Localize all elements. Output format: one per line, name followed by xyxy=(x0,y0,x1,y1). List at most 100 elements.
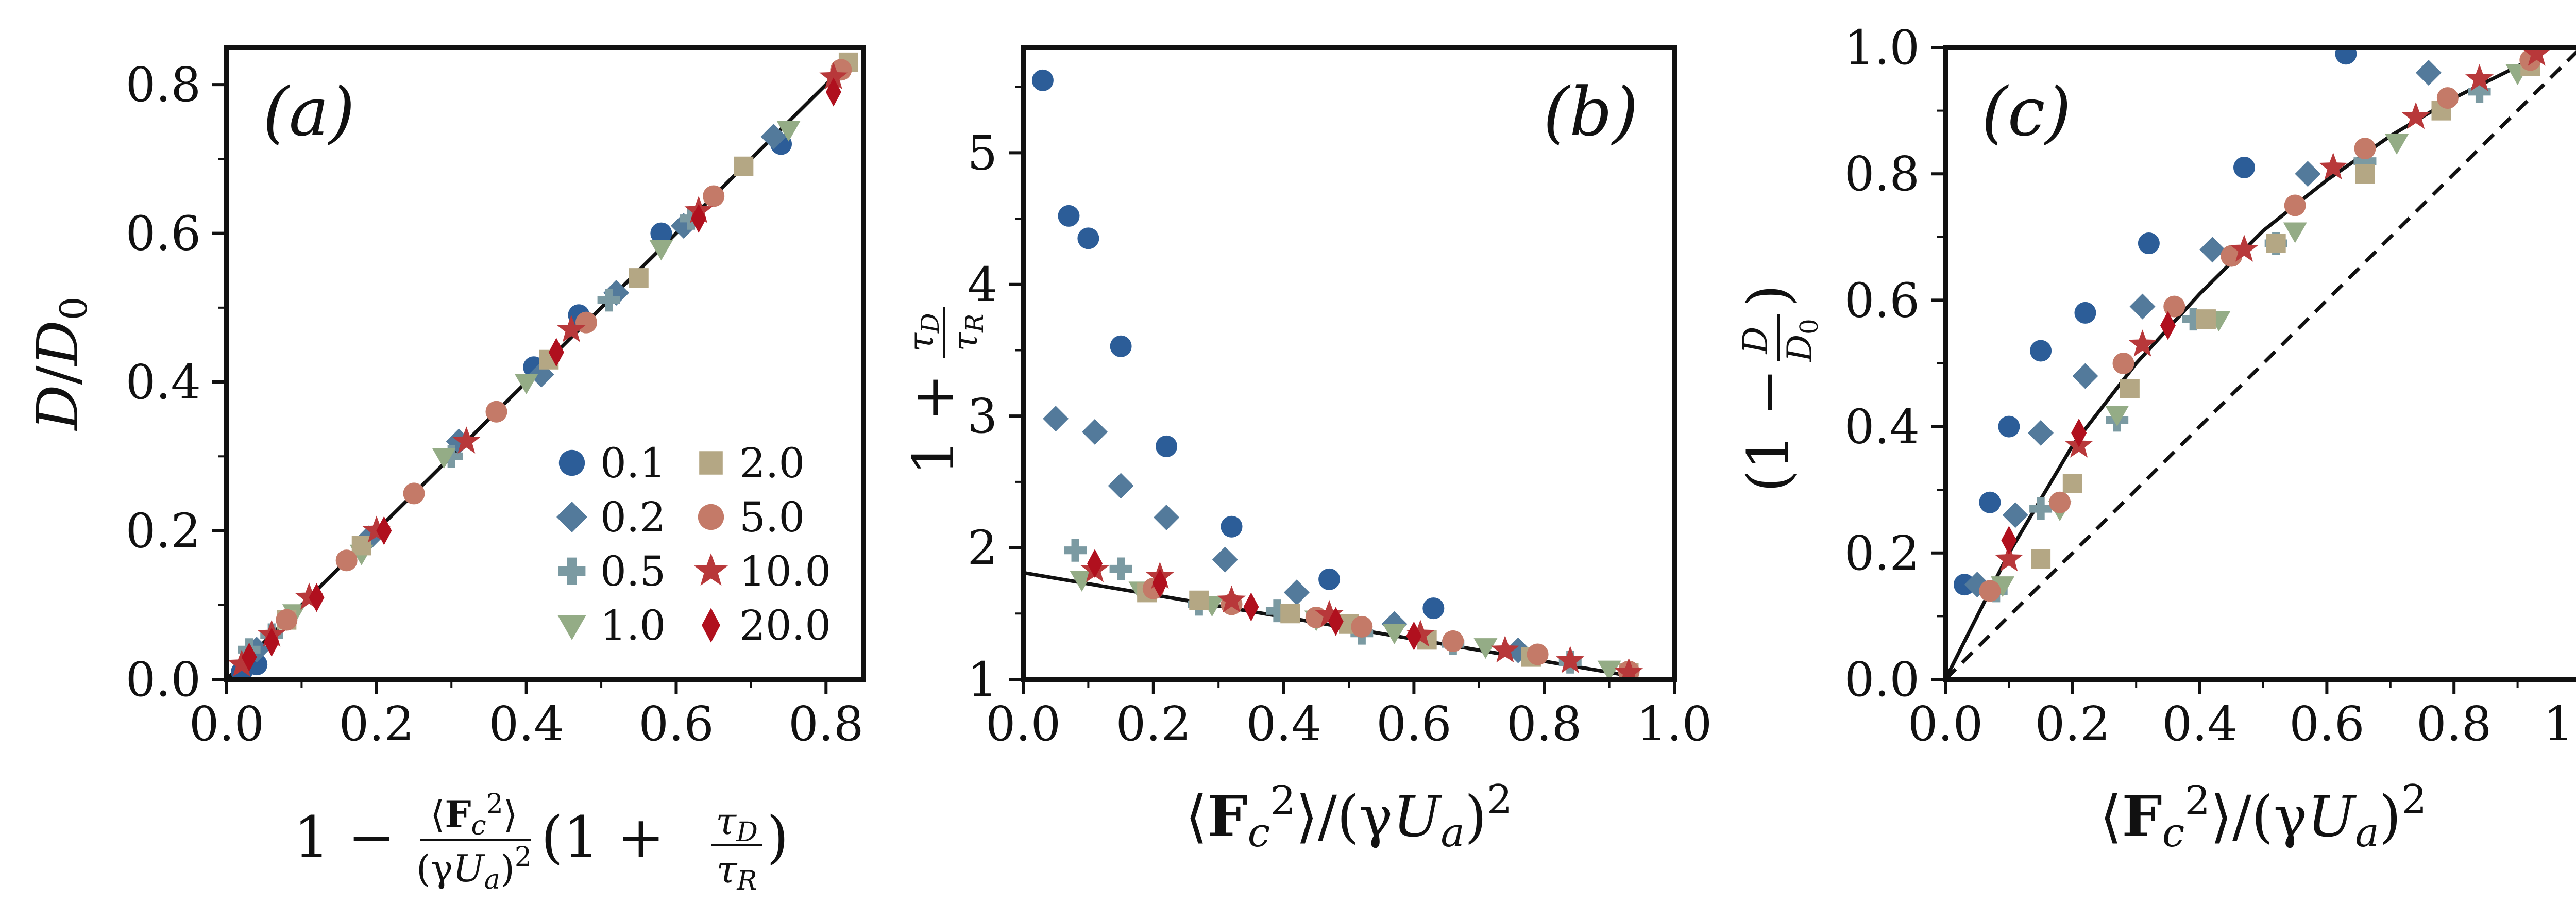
data-point-1-0 xyxy=(649,240,673,261)
legend-label: 10.0 xyxy=(739,547,831,595)
data-point-20-0 xyxy=(2001,526,2017,555)
data-point-2-0 xyxy=(351,536,371,556)
data-point-0-2 xyxy=(2129,293,2156,320)
legend-marker-1-0 xyxy=(557,615,586,640)
data-point-20-0 xyxy=(825,77,841,107)
svg-text:D0: D0 xyxy=(1780,319,1824,362)
data-point-5-0 xyxy=(1979,580,2001,602)
data-point-5-0 xyxy=(276,609,298,631)
data-point-0-2 xyxy=(1212,546,1238,573)
data-point-0-5 xyxy=(1064,539,1087,562)
data-point-5-0 xyxy=(1442,630,1464,652)
data-point-2-0 xyxy=(2031,549,2051,570)
svg-text:τD: τD xyxy=(901,313,945,352)
data-point-0-1 xyxy=(1221,515,1243,538)
panel-c: 0.0 0.2 0.4 0.6 0.8 1.0 0.0 0.2 0.4 0.6 0.8 1.0 (c) xyxy=(1844,20,2576,752)
y-tick-label: 5 xyxy=(967,125,997,180)
data-point-20-0 xyxy=(1328,607,1344,636)
data-point-5-0 xyxy=(485,401,507,423)
data-point-1-0 xyxy=(1382,624,1406,645)
y-tick-label: 0.0 xyxy=(126,652,201,707)
svg-text:1 −: 1 − xyxy=(294,804,395,870)
data-point-0-5 xyxy=(597,289,620,312)
svg-text:1 +: 1 + xyxy=(901,374,967,475)
data-point-2-0 xyxy=(2062,473,2082,493)
data-point-20-0 xyxy=(2160,311,2176,340)
data-point-10-0 xyxy=(1315,599,1344,627)
x-tick-label: 0.0 xyxy=(986,696,1061,752)
data-point-10-0 xyxy=(2128,329,2157,357)
data-point-1-0 xyxy=(1070,571,1094,592)
legend-label: 5.0 xyxy=(739,493,805,541)
data-point-2-0 xyxy=(1189,590,1209,610)
data-point-0-1 xyxy=(2138,232,2160,255)
data-point-0-1 xyxy=(1077,227,1099,249)
x-tick-label: 0.8 xyxy=(2416,696,2492,752)
svg-text:(1 −: (1 − xyxy=(1735,369,1801,492)
panel-b: 0.0 0.2 0.4 0.6 0.8 1.0 1 2 3 4 5 (b) xyxy=(967,45,1712,752)
x-tick-label: 0.4 xyxy=(488,696,564,752)
data-point-0-2 xyxy=(1108,473,1134,499)
data-point-5-0 xyxy=(2354,138,2376,160)
y-tick-label: 1.0 xyxy=(1844,20,1920,75)
data-point-1-0 xyxy=(432,448,456,469)
data-point-0-1 xyxy=(1058,205,1080,227)
dashed-reference-line xyxy=(1945,50,2576,679)
y-tick-label: 0.4 xyxy=(126,355,201,410)
svg-text:D: D xyxy=(1736,327,1775,355)
y-tick-label: 3 xyxy=(967,389,997,444)
data-point-5-0 xyxy=(2436,87,2459,109)
svg-text:): ) xyxy=(767,804,789,870)
svg-text:(γUa)2: (γUa)2 xyxy=(416,842,532,895)
data-point-20-0 xyxy=(1243,592,1259,622)
data-point-5-0 xyxy=(703,185,725,207)
y-tick-label: 0.2 xyxy=(126,504,201,559)
y-tick-label: 0.6 xyxy=(126,206,201,261)
data-point-0-2 xyxy=(2002,502,2028,528)
data-point-10-0 xyxy=(2319,152,2348,180)
legend-label: 2.0 xyxy=(739,439,805,487)
y-tick-label: 1 xyxy=(967,652,997,707)
axes-frame xyxy=(224,45,866,682)
svg-text:τR: τR xyxy=(717,848,757,896)
data-point-0-1 xyxy=(1156,435,1178,457)
data-point-2-0 xyxy=(2355,164,2375,184)
data-point-2-0 xyxy=(629,268,649,288)
y-tick-label: 0.2 xyxy=(1844,526,1920,581)
x-tick-label: 0.8 xyxy=(1506,696,1582,752)
data-point-0-5 xyxy=(2182,308,2205,331)
data-point-20-0 xyxy=(1152,569,1168,598)
svg-text:τR: τR xyxy=(945,314,989,352)
data-point-5-0 xyxy=(1527,643,1549,665)
data-point-10-0 xyxy=(2522,47,2551,66)
data-point-20-0 xyxy=(309,583,325,612)
x-axis-label-c: ⟨Fc2⟩/(γUa)2 xyxy=(2100,777,2427,856)
data-point-0-1 xyxy=(1318,568,1341,590)
x-tick-label: 0.6 xyxy=(1376,696,1451,752)
data-point-2-0 xyxy=(2196,309,2216,329)
x-tick-label: 1.0 xyxy=(2544,696,2576,752)
data-point-20-0 xyxy=(2071,418,2087,447)
x-tick-label: 0.2 xyxy=(1116,696,1191,752)
data-point-0-1 xyxy=(1110,335,1132,357)
data-point-1-0 xyxy=(2105,406,2129,427)
panel-a: 0.0 0.2 0.4 0.6 0.8 0.0 0.2 0.4 0.6 0.8 (a) xyxy=(126,45,866,752)
data-point-0-2 xyxy=(1283,579,1310,606)
data-point-20-0 xyxy=(548,338,564,367)
y-tick-label: 2 xyxy=(967,521,997,576)
data-point-1-0 xyxy=(1473,638,1498,659)
data-point-0-5 xyxy=(1265,599,1289,623)
legend: 0.1 0.2 0.5 1.0 2.0 5.0 10.0 20.0 xyxy=(556,439,831,649)
data-point-0-5 xyxy=(2468,80,2491,103)
data-point-0-1 xyxy=(2030,340,2052,362)
data-point-1-0 xyxy=(1597,660,1621,679)
data-point-0-2 xyxy=(1082,419,1108,445)
data-point-10-0 xyxy=(362,515,391,543)
data-point-0-2 xyxy=(2072,363,2098,389)
data-point-10-0 xyxy=(819,62,848,90)
legend-marker-2-0 xyxy=(699,451,723,475)
data-point-5-0 xyxy=(2163,295,2185,318)
legend-marker-0-1 xyxy=(558,449,585,476)
data-point-1-0 xyxy=(2283,222,2307,243)
